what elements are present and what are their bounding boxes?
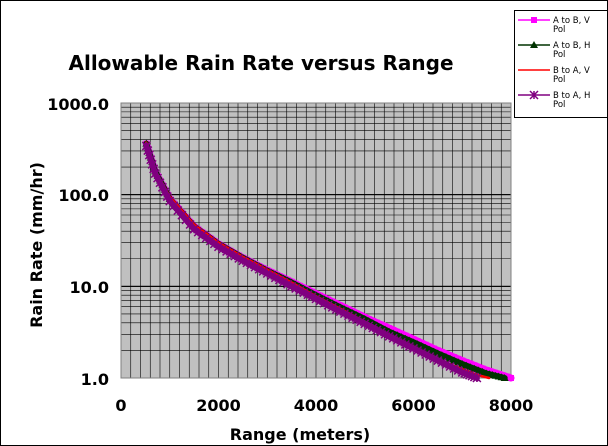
data-point xyxy=(500,374,509,381)
data-point xyxy=(205,236,215,246)
data-point xyxy=(425,345,434,353)
legend-label-cont: Pol xyxy=(553,75,565,85)
x-tick-label: 4000 xyxy=(294,396,339,415)
y-tick-label: 1.0 xyxy=(81,370,109,389)
data-point xyxy=(472,373,482,383)
data-point xyxy=(508,375,514,381)
data-point xyxy=(417,342,426,350)
legend-label-cont: Pol xyxy=(553,100,565,110)
data-point xyxy=(446,354,455,362)
data-point xyxy=(454,358,463,366)
legend-marker xyxy=(529,90,539,100)
plot-border xyxy=(120,102,512,379)
x-axis: 0 2000 4000 6000 8000 xyxy=(115,396,533,415)
legend-marker xyxy=(531,17,537,23)
data-point xyxy=(433,349,442,357)
legend-label: A to B, V xyxy=(553,16,590,26)
chart-title: Allowable Rain Rate versus Range xyxy=(68,51,453,75)
data-point xyxy=(193,227,203,237)
y-axis-label: Rain Rate (mm/hr) xyxy=(27,162,46,328)
x-tick-label: 6000 xyxy=(391,396,436,415)
grid-lines xyxy=(121,102,511,379)
legend-marker xyxy=(530,41,538,48)
data-point xyxy=(189,224,199,234)
data-point xyxy=(442,353,450,361)
series-layer xyxy=(141,139,515,383)
y-tick-label: 10.0 xyxy=(70,278,109,297)
x-tick-label: 8000 xyxy=(489,396,534,415)
data-point xyxy=(421,343,430,351)
x-tick-label: 0 xyxy=(115,396,126,415)
data-point xyxy=(437,351,446,359)
legend-label: A to B, H xyxy=(553,41,590,51)
legend-label-cont: Pol xyxy=(553,50,565,60)
data-point xyxy=(450,356,459,364)
y-tick-label: 1000.0 xyxy=(47,95,109,114)
data-point xyxy=(487,368,494,375)
legend-label: B to A, H xyxy=(553,91,590,101)
data-point xyxy=(197,230,207,240)
data-point xyxy=(201,233,211,243)
x-tick-label: 2000 xyxy=(196,396,241,415)
y-tick-label: 100.0 xyxy=(58,186,109,205)
series-3 xyxy=(141,141,482,383)
data-point xyxy=(209,239,219,249)
legend-label: B to A, V xyxy=(553,66,590,76)
data-point xyxy=(429,347,438,355)
legend-label-cont: Pol xyxy=(553,25,565,35)
x-axis-label: Range (meters) xyxy=(230,425,370,444)
legend-box xyxy=(514,10,608,118)
y-axis: 1.0 10.0 100.0 1000.0 xyxy=(47,95,109,389)
